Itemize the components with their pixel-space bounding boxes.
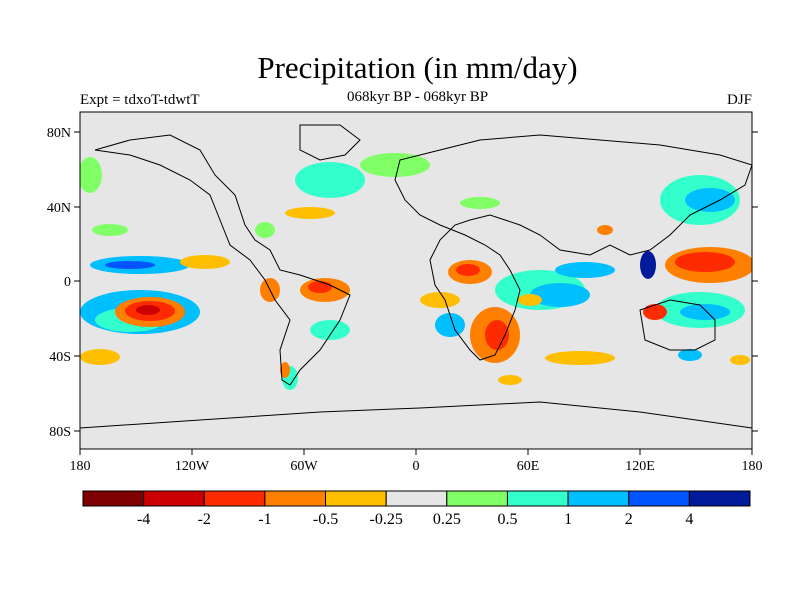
colorbar-swatch [82, 490, 145, 507]
anomaly-blob [530, 283, 590, 307]
colorbar-label: -0.25 [370, 511, 403, 528]
lat-label-40s: 40S [49, 350, 71, 365]
lat-label-40n: 40N [47, 201, 71, 216]
anomaly-blob [555, 262, 615, 278]
colorbar [82, 490, 751, 507]
anomaly-blob [280, 362, 290, 378]
anomaly-blob [295, 162, 365, 198]
anomaly-blob [80, 349, 120, 365]
colorbar-swatch [567, 490, 630, 507]
anomaly-blob [498, 375, 522, 385]
anomaly-blob [308, 281, 332, 293]
anomaly-blob [360, 153, 430, 177]
anomaly-blob [460, 197, 500, 209]
coastlines [80, 124, 752, 429]
colorbar-labels: -4 -2 -1 -0.5 -0.25 0.25 0.5 1 2 4 [137, 511, 693, 528]
lon-ticks [79, 449, 753, 455]
colorbar-swatch [325, 490, 387, 507]
anomaly-blob [597, 225, 613, 235]
anomaly-blob [80, 157, 102, 193]
map-title: Precipitation (in mm/day) [257, 50, 578, 85]
precipitation-anomaly-field [80, 153, 752, 390]
anomaly-blob [255, 222, 275, 238]
lon-label-120w: 120W [175, 459, 210, 474]
lon-label-0: 0 [413, 459, 420, 474]
colorbar-swatch [628, 490, 690, 507]
anomaly-blob [685, 188, 735, 212]
anomaly-blob [545, 351, 615, 365]
lat-labels: 80N 40N 0 40S 80S [47, 126, 71, 440]
map-subtitle: 068kyr BP - 068kyr BP [346, 89, 489, 105]
colorbar-label: 0.25 [433, 511, 461, 528]
colorbar-swatch [688, 490, 751, 507]
colorbar-swatch [446, 490, 508, 507]
colorbar-label: 2 [625, 511, 633, 528]
colorbar-label: 4 [685, 511, 693, 528]
anomaly-blob [485, 320, 509, 350]
colorbar-label: -0.5 [313, 511, 338, 528]
anomaly-blob [640, 251, 656, 279]
colorbar-swatch [264, 490, 327, 507]
eurasia-africa-coastline [394, 134, 752, 361]
anomaly-blob [680, 304, 730, 320]
colorbar-swatch [506, 490, 569, 507]
anomaly-blob [92, 224, 128, 236]
colorbar-swatch [143, 490, 205, 507]
anomaly-blob [456, 264, 480, 276]
anomaly-blob [518, 294, 542, 306]
anomaly-blob [136, 305, 160, 315]
anomaly-blob [678, 349, 702, 361]
australia-coastline [639, 299, 716, 351]
colorbar-swatch [203, 490, 266, 507]
anomaly-blob [180, 255, 230, 269]
colorbar-label: 0.5 [497, 511, 517, 528]
colorbar-label: 1 [564, 511, 572, 528]
lon-label-180w: 180 [70, 459, 91, 474]
anomaly-blob [105, 261, 155, 269]
colorbar-label: -4 [137, 511, 150, 528]
anomaly-blob [675, 252, 735, 272]
lat-label-80s: 80S [49, 425, 71, 440]
lat-ticks [74, 131, 758, 432]
lon-label-60w: 60W [290, 459, 318, 474]
lon-labels: 180 120W 60W 0 60E 120E 180 [70, 459, 763, 474]
experiment-label: Expt = tdxoT-tdwtT [80, 92, 200, 108]
anomaly-blob [435, 313, 465, 337]
lat-label-80n: 80N [47, 126, 71, 141]
colorbar-label: -2 [198, 511, 211, 528]
lon-label-120e: 120E [625, 459, 655, 474]
anomaly-blob [643, 304, 667, 320]
antarctica-coastline [80, 401, 752, 429]
colorbar-label: -1 [258, 511, 271, 528]
anomaly-blob [730, 355, 750, 365]
colorbar-swatch [385, 490, 448, 507]
lat-label-0: 0 [64, 275, 71, 290]
lon-label-180e: 180 [742, 459, 763, 474]
anomaly-blob [420, 292, 460, 308]
anomaly-blob [285, 207, 335, 219]
americas-coastline [94, 134, 351, 386]
greenland-coastline [299, 124, 361, 161]
anomaly-blob [310, 320, 350, 340]
season-label: DJF [726, 92, 752, 108]
lon-label-60e: 60E [517, 459, 540, 474]
